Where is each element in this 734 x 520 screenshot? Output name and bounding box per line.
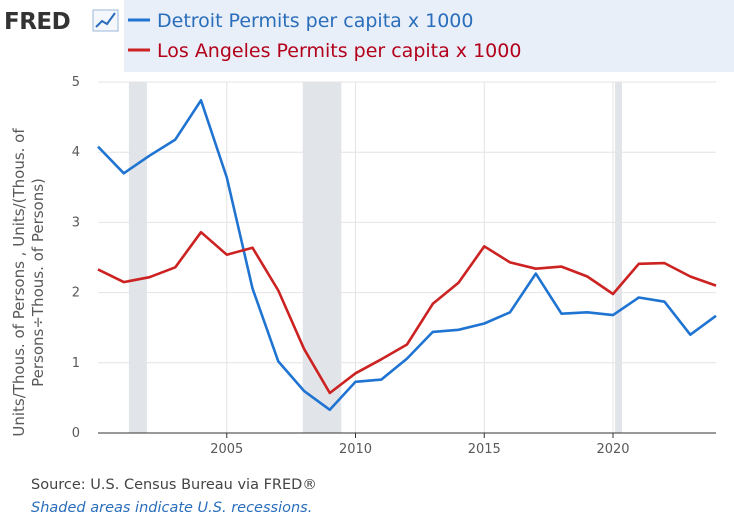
- legend: Detroit Permits per capita x 1000 Los An…: [124, 0, 734, 72]
- y-tick-label: 5: [72, 75, 80, 90]
- legend-background: [124, 0, 734, 72]
- legend-label-detroit: Detroit Permits per capita x 1000: [157, 10, 473, 32]
- x-tick-label: 2020: [596, 442, 629, 457]
- y-tick-label: 4: [72, 145, 80, 160]
- series-lines: [97, 99, 717, 412]
- recession-band: [128, 82, 147, 433]
- source-note: Source: U.S. Census Bureau via FRED®: [31, 477, 317, 493]
- y-tick-label: 1: [72, 356, 80, 371]
- recession-band: [615, 82, 623, 433]
- y-tick-label: 3: [72, 215, 80, 230]
- series-line-1: [97, 230, 717, 395]
- y-axis-label-line-2: Persons÷Thous. of Persons): [29, 178, 47, 387]
- recession-note: Shaded areas indicate U.S. recessions.: [31, 500, 312, 516]
- y-tick-label: 0: [72, 426, 80, 441]
- x-axis-ticks: 2005 2010 2015 2020: [210, 433, 630, 457]
- fred-logo: FRED: [4, 9, 119, 35]
- y-axis-label-line-1: Units/Thous. of Persons , Units/(Thous. …: [10, 128, 28, 437]
- x-tick-label: 2010: [339, 442, 372, 457]
- x-tick-label: 2005: [210, 442, 243, 457]
- recession-shading: [128, 82, 623, 433]
- recession-band: [302, 82, 342, 433]
- fred-graph-icon: [92, 9, 119, 32]
- y-tick-label: 2: [72, 286, 80, 301]
- gridlines: [98, 81, 716, 433]
- series-line-0: [97, 99, 717, 412]
- y-axis-ticks: 0 1 2 3 4 5: [72, 75, 80, 441]
- fred-logo-text: FRED: [4, 9, 70, 35]
- legend-label-los-angeles: Los Angeles Permits per capita x 1000: [157, 40, 521, 62]
- y-axis-label: Units/Thous. of Persons , Units/(Thous. …: [10, 128, 47, 437]
- x-tick-label: 2015: [468, 442, 501, 457]
